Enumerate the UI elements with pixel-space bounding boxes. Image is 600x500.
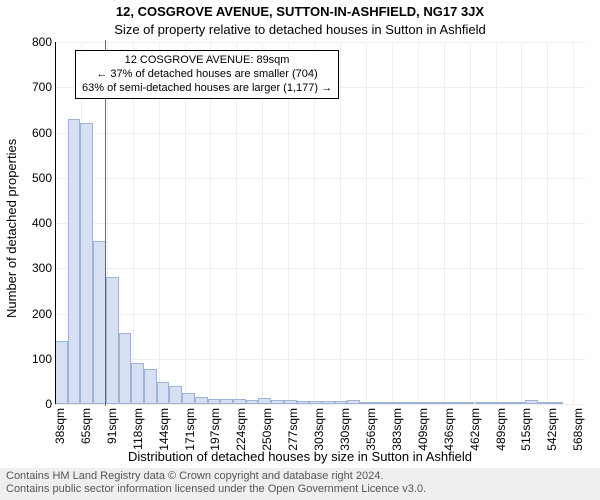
histogram-bar [398,402,411,404]
y-axis-line [55,42,56,404]
x-tick-label: 542sqm [545,408,559,458]
gridline-v [496,42,497,404]
histogram-bar [157,382,170,404]
y-tick-label: 500 [12,171,52,185]
x-tick-label: 383sqm [390,408,404,458]
histogram-bar [386,402,399,404]
y-tick-label: 700 [12,80,52,94]
x-tick-label: 568sqm [571,408,585,458]
gridline-h [55,268,585,269]
gridline-h [55,42,585,43]
footer-line1: Contains HM Land Registry data © Crown c… [6,470,594,483]
x-tick-label: 171sqm [183,408,197,458]
histogram-bar [525,400,538,404]
annotation-property: 12 COSGROVE AVENUE: 89sqm [82,54,332,68]
y-tick-label: 600 [12,126,52,140]
x-tick-label: 144sqm [157,408,171,458]
gridline-v [366,42,367,404]
gridline-v [573,42,574,404]
histogram-bar [335,401,348,404]
histogram-bar [487,402,500,404]
y-tick-label: 100 [12,352,52,366]
gridline-v [470,42,471,404]
gridline-h [55,359,585,360]
histogram-bar [449,402,462,404]
histogram-bar [513,402,526,404]
gridline-h [55,133,585,134]
x-tick-label: 65sqm [79,408,93,458]
gridline-v [444,42,445,404]
histogram-bar [322,401,335,404]
x-tick-label: 356sqm [364,408,378,458]
x-tick-label: 250sqm [260,408,274,458]
histogram-bar [68,119,81,404]
histogram-bar [347,400,360,404]
x-tick-label: 436sqm [442,408,456,458]
histogram-bar [119,333,132,404]
y-tick-label: 0 [12,397,52,411]
gridline-v [340,42,341,404]
chart-title-address: 12, COSGROVE AVENUE, SUTTON-IN-ASHFIELD,… [0,4,600,19]
x-tick-label: 118sqm [131,408,145,458]
histogram-bar [271,400,284,404]
annotation-larger: 63% of semi-detached houses are larger (… [82,82,332,96]
gridline-h [55,314,585,315]
x-tick-label: 303sqm [312,408,326,458]
histogram-bar [195,397,208,404]
x-tick-label: 515sqm [519,408,533,458]
y-tick-label: 400 [12,216,52,230]
gridline-h [55,178,585,179]
histogram-bar [297,401,310,404]
histogram-bar [436,402,449,404]
histogram-bar [360,402,373,404]
x-tick-label: 91sqm [105,408,119,458]
histogram-bar [233,399,246,404]
histogram-bar [131,363,144,404]
histogram-bar [144,369,157,404]
histogram-bar [258,398,271,404]
histogram-bar [182,393,195,404]
histogram-bar [106,277,119,404]
histogram-bar [373,402,386,404]
property-annotation: 12 COSGROVE AVENUE: 89sqm ← 37% of detac… [75,50,339,99]
footer-licence: Contains HM Land Registry data © Crown c… [0,468,600,500]
gridline-h [55,404,585,405]
histogram-bar [208,399,221,404]
x-tick-label: 462sqm [468,408,482,458]
gridline-v [547,42,548,404]
histogram-bar [284,400,297,404]
x-tick-label: 409sqm [416,408,430,458]
histogram-bar [55,341,68,404]
histogram-bar [169,386,182,404]
x-tick-label: 330sqm [338,408,352,458]
histogram-bar [80,123,93,404]
gridline-v [392,42,393,404]
annotation-smaller: ← 37% of detached houses are smaller (70… [82,68,332,82]
histogram-bar [475,402,488,404]
histogram-bar [551,402,564,404]
y-tick-label: 300 [12,261,52,275]
x-tick-label: 489sqm [494,408,508,458]
histogram-bar [462,402,475,404]
y-tick-label: 800 [12,35,52,49]
histogram-bar [411,402,424,404]
x-tick-label: 197sqm [208,408,222,458]
gridline-v [418,42,419,404]
histogram-bar [246,400,259,404]
gridline-v [521,42,522,404]
footer-line2: Contains public sector information licen… [6,483,594,496]
plot-area: 12 COSGROVE AVENUE: 89sqm ← 37% of detac… [55,42,585,404]
histogram-bar [424,402,437,404]
histogram-bar [538,402,551,404]
histogram-bar [220,399,233,404]
chart-subtitle: Size of property relative to detached ho… [0,22,600,37]
x-tick-label: 277sqm [286,408,300,458]
histogram-bar [309,401,322,404]
x-tick-label: 38sqm [53,408,67,458]
gridline-h [55,223,585,224]
x-tick-label: 224sqm [234,408,248,458]
y-tick-label: 200 [12,307,52,321]
histogram-bar [500,402,513,404]
